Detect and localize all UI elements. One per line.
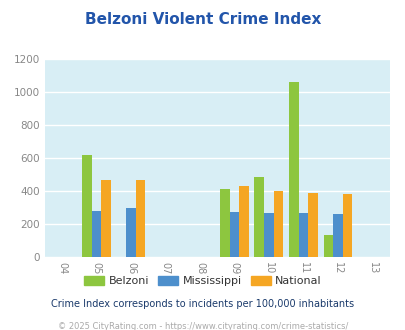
Bar (135, 180, 145, 257)
Bar (126, 208, 135, 257)
Bar (92, 211, 101, 257)
Bar (82, 155, 92, 257)
Bar (229, 212, 239, 257)
Bar (307, 193, 317, 257)
Bar (323, 235, 333, 257)
Legend: Belzoni, Mississippi, National: Belzoni, Mississippi, National (80, 271, 325, 290)
Text: Belzoni Violent Crime Index: Belzoni Violent Crime Index (85, 12, 320, 26)
Bar (273, 191, 283, 257)
Bar (239, 186, 248, 257)
Bar (254, 178, 264, 257)
Bar (220, 189, 229, 257)
Bar (288, 82, 298, 257)
Bar (264, 213, 273, 257)
Bar (298, 213, 307, 257)
Text: © 2025 CityRating.com - https://www.cityrating.com/crime-statistics/: © 2025 CityRating.com - https://www.city… (58, 322, 347, 330)
Bar (333, 214, 342, 257)
Bar (342, 193, 352, 257)
Text: Crime Index corresponds to incidents per 100,000 inhabitants: Crime Index corresponds to incidents per… (51, 299, 354, 309)
Bar (101, 180, 111, 257)
